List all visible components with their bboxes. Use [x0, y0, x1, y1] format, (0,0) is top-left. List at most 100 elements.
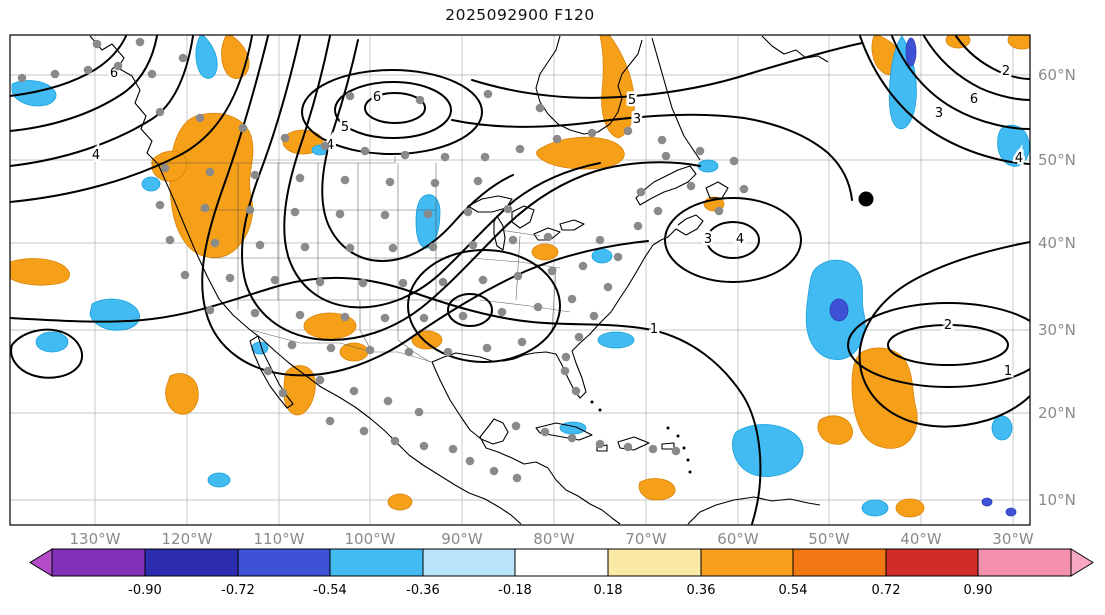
colorbar-segment: [977, 548, 1072, 577]
contour-label: 3: [704, 232, 712, 247]
station-dot: [360, 146, 370, 156]
anomaly-region-positive: [851, 347, 918, 449]
station-dot: [380, 210, 390, 220]
anomaly-region-negative: [251, 341, 269, 355]
contour-label: 1: [650, 322, 658, 337]
contour-line: [201, 35, 649, 377]
station-dot: [315, 277, 325, 287]
station-dot: [380, 313, 390, 323]
station-dot: [578, 261, 588, 271]
anomaly-region-positive: [387, 493, 413, 511]
station-dot: [345, 243, 355, 253]
anomaly-region-negative: [195, 35, 218, 79]
anomaly-region-positive: [895, 498, 925, 518]
station-dot: [287, 340, 297, 350]
colorbar-segment: [885, 548, 979, 577]
anomaly-region-negative: [35, 331, 69, 353]
station-dot: [636, 187, 646, 197]
coastline: [761, 35, 829, 63]
anomaly-region-positive: [10, 258, 70, 286]
station-dot: [300, 242, 310, 252]
contour-line: [10, 276, 762, 525]
coastline: [511, 205, 535, 229]
station-dot: [295, 310, 305, 320]
contour-line: [886, 324, 1010, 366]
anomaly-region-negative: [11, 80, 57, 107]
anomaly-region-positive: [599, 35, 635, 139]
station-dot: [587, 128, 597, 138]
station-dot: [661, 151, 671, 161]
station-dot: [414, 407, 424, 417]
station-dot: [345, 91, 355, 101]
station-dot: [540, 427, 550, 437]
anomaly-region-positive: [221, 35, 250, 79]
station-dot: [178, 53, 188, 63]
contour-line: [363, 92, 427, 124]
colorbar-tick-label: 0.36: [687, 583, 716, 598]
contour-label: 4: [326, 138, 334, 153]
station-dot: [574, 332, 584, 342]
contour-label: 3: [935, 106, 943, 121]
station-dot: [383, 396, 393, 406]
station-dot: [478, 275, 488, 285]
anomaly-region-positive: [638, 478, 676, 501]
colorbar-tick-label: 0.18: [594, 583, 623, 598]
colorbar-segment: [700, 548, 794, 577]
island-dot: [590, 400, 594, 404]
anomaly-region-deep: [1005, 507, 1017, 517]
anomaly-region-negative: [697, 159, 719, 173]
station-dot: [238, 123, 248, 133]
anomaly-region-negative: [861, 499, 889, 517]
contour-label: 3: [633, 112, 641, 127]
station-dot: [92, 39, 102, 49]
colorbar-segment: [514, 548, 609, 577]
contour-line: [955, 35, 1030, 80]
station-dot: [482, 343, 492, 353]
lon-tick-label: 30°W: [992, 530, 1034, 548]
station-dot: [340, 312, 350, 322]
station-dot: [729, 156, 739, 166]
lat-tick-label: 60°N: [1038, 66, 1076, 84]
lon-tick-label: 110°W: [254, 530, 305, 548]
station-dot: [443, 347, 453, 357]
station-dot: [180, 270, 190, 280]
station-dot: [595, 439, 605, 449]
contour-line: [10, 35, 253, 203]
anomaly-region-negative: [597, 331, 635, 349]
station-dot: [512, 473, 522, 483]
station-dot: [517, 337, 527, 347]
anomaly-region-positive: [151, 150, 188, 182]
station-dot: [359, 426, 369, 436]
anomaly-region-positive: [531, 243, 559, 261]
station-dot: [385, 177, 395, 187]
station-dot: [335, 209, 345, 219]
lon-tick-label: 80°W: [533, 530, 575, 548]
station-dot: [205, 167, 215, 177]
lon-tick-label: 90°W: [441, 530, 483, 548]
contour-line: [705, 221, 761, 259]
lat-tick-label: 20°N: [1038, 404, 1076, 422]
station-dot: [603, 282, 613, 292]
contour-line: [923, 35, 1030, 101]
station-dot: [567, 294, 577, 304]
island-dot: [688, 470, 692, 474]
lat-tick-label: 40°N: [1038, 234, 1076, 252]
station-dot: [515, 144, 525, 154]
colorbar-tick-label: -0.18: [498, 583, 532, 598]
contour-label: 6: [970, 92, 978, 107]
station-dot: [404, 347, 414, 357]
contour-line: [300, 69, 484, 155]
station-dot: [695, 146, 705, 156]
lon-tick-label: 100°W: [345, 530, 396, 548]
station-dot: [438, 277, 448, 287]
anomaly-region-deep: [981, 497, 993, 507]
colorbar-tick-label: -0.90: [128, 583, 162, 598]
highlight-dot: [858, 191, 874, 207]
station-dot: [430, 178, 440, 188]
colorbar: -0.90 -0.72 -0.54 -0.36 -0.18 0.18 0.36 0.54 0.7…: [29, 548, 1094, 598]
island-dot: [666, 426, 670, 430]
station-dot: [595, 235, 605, 245]
lat-tick-label: 10°N: [1038, 491, 1076, 509]
